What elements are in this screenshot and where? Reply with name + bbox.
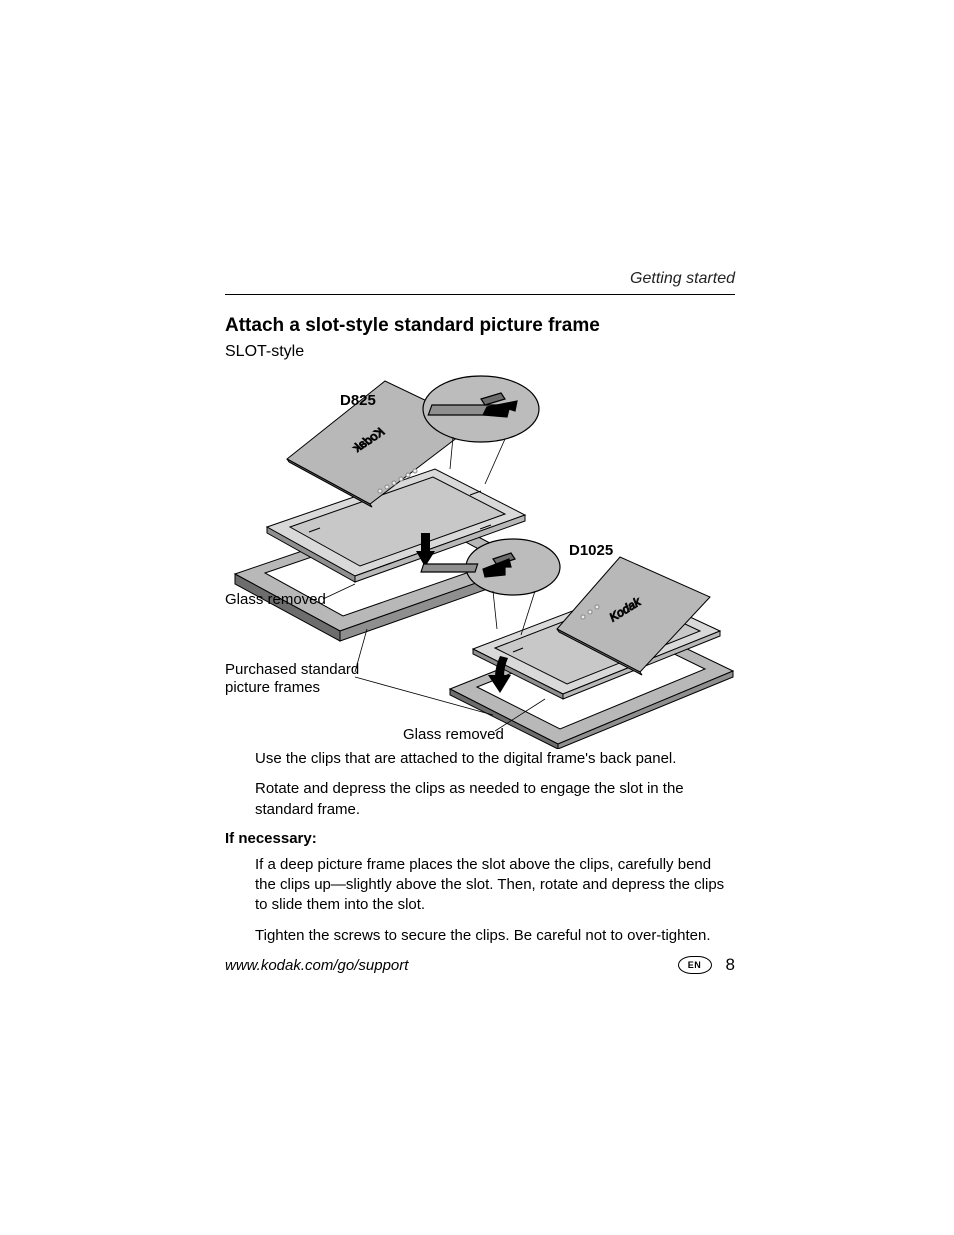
language-badge: EN bbox=[678, 956, 712, 974]
page-title: Attach a slot-style standard picture fra… bbox=[225, 315, 735, 337]
instruction-p2: Rotate and depress the clips as needed t… bbox=[255, 779, 735, 820]
section-header: Getting started bbox=[225, 270, 735, 295]
model-label-d825: D825 bbox=[340, 392, 376, 409]
frame-style-label: SLOT-style bbox=[225, 343, 735, 361]
page-footer: www.kodak.com/go/support EN 8 bbox=[225, 955, 735, 975]
page-number: 8 bbox=[726, 955, 735, 975]
assembly-diagram: Kodak bbox=[225, 369, 735, 749]
support-url: www.kodak.com/go/support bbox=[225, 957, 408, 974]
if-necessary-heading: If necessary: bbox=[225, 830, 735, 847]
label-purchased-frames-l1: Purchased standard bbox=[225, 661, 359, 678]
instruction-p1: Use the clips that are attached to the d… bbox=[255, 749, 735, 769]
label-purchased-frames-l2: picture frames bbox=[225, 679, 320, 696]
instruction-p4: Tighten the screws to secure the clips. … bbox=[255, 926, 735, 946]
instruction-p3: If a deep picture frame places the slot … bbox=[255, 855, 735, 916]
label-glass-removed-left: Glass removed bbox=[225, 591, 326, 608]
page-content: Getting started Attach a slot-style stan… bbox=[225, 270, 735, 956]
label-glass-removed-bottom: Glass removed bbox=[403, 726, 504, 743]
model-label-d1025: D1025 bbox=[569, 542, 613, 559]
